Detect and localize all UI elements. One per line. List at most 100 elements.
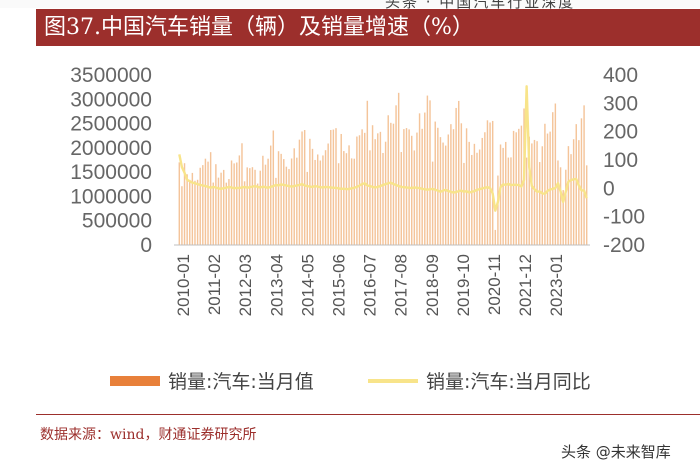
sales-bar <box>275 177 277 245</box>
sales-bar <box>337 163 340 245</box>
sales-bar <box>465 128 468 245</box>
sales-bar <box>541 146 544 245</box>
y-left-tick-label: 500000 <box>82 210 152 233</box>
sales-bar <box>437 127 439 245</box>
sales-bar <box>181 186 183 245</box>
x-tick-label: 2013-04 <box>267 254 286 316</box>
sales-bar <box>572 139 575 245</box>
sales-bar <box>249 168 251 245</box>
sales-bar <box>463 162 465 245</box>
sales-bar <box>183 163 186 245</box>
sales-bar <box>536 141 538 245</box>
sales-bar <box>272 130 275 245</box>
sales-bar <box>460 123 463 245</box>
sales-bar <box>531 143 533 245</box>
sales-bar <box>228 179 230 245</box>
sales-bar <box>259 170 261 245</box>
sales-bar <box>505 141 507 245</box>
sales-bar <box>418 113 421 245</box>
sales-bar <box>400 152 402 245</box>
sales-bar <box>361 129 363 245</box>
x-tick-label: 2018-09 <box>423 254 442 316</box>
y-right-tick-label: 400 <box>603 64 638 87</box>
sales-bar <box>189 179 191 245</box>
sales-bar <box>306 171 308 245</box>
y-left-tick-label: 1500000 <box>70 161 152 184</box>
sales-bar <box>298 139 301 245</box>
y-left-tick-label: 2500000 <box>70 113 152 136</box>
sales-bar <box>186 174 188 245</box>
y-left-tick-label: 2000000 <box>70 137 152 160</box>
sales-bar <box>374 139 376 245</box>
sales-bar <box>578 140 580 245</box>
figure-title: 图37.中国汽车销量（辆）及销量增速（%） <box>44 15 474 40</box>
sales-bar <box>267 158 269 245</box>
sales-bar <box>447 134 450 245</box>
y-left-tick-label: 0 <box>140 234 152 257</box>
sales-bar <box>364 132 366 245</box>
y-right-tick-label: -200 <box>603 234 645 257</box>
sales-bar <box>269 145 272 245</box>
sales-bar <box>283 159 285 245</box>
sales-bar <box>512 130 515 245</box>
sales-bar <box>382 153 384 245</box>
sales-bar <box>515 132 517 245</box>
sales-bar <box>225 182 228 245</box>
sales-bar <box>236 162 238 245</box>
sales-bar <box>478 149 481 245</box>
sales-bar <box>324 150 327 245</box>
data-source: 数据来源：wind，财通证券研究所 <box>40 427 257 443</box>
top-strip: 头条 · 中国汽车行业深度 <box>0 0 700 11</box>
sales-bar <box>507 157 510 245</box>
y-left-tick-label: 3500000 <box>70 64 152 87</box>
sales-bar <box>327 143 329 245</box>
sales-bar <box>395 105 397 245</box>
sales-bar <box>544 123 546 245</box>
watermark: 头条 @未来智库 <box>558 441 674 462</box>
sales-bar <box>411 135 413 245</box>
sales-bar <box>450 124 452 245</box>
x-tick-label: 2023-01 <box>547 254 566 316</box>
sales-bar <box>379 131 382 245</box>
sales-bar <box>518 128 520 245</box>
sales-bar <box>554 103 557 245</box>
sales-bar <box>196 179 199 245</box>
x-tick-label: 2011-02 <box>205 254 224 315</box>
sales-bar <box>212 182 214 245</box>
sales-bar <box>230 160 233 245</box>
y-right-tick-label: 0 <box>603 177 615 200</box>
sales-bar <box>217 177 220 245</box>
sales-bar <box>546 133 549 245</box>
sales-bar <box>233 163 235 245</box>
sales-bar <box>246 167 248 245</box>
sales-bar <box>191 172 194 245</box>
sales-bar <box>366 100 369 245</box>
sales-bar <box>538 162 541 245</box>
sales-bar <box>570 154 572 245</box>
sales-bar <box>251 167 254 245</box>
y-left-tick-label: 3000000 <box>70 88 152 111</box>
sales-bar <box>424 112 426 245</box>
y-right-tick-label: 100 <box>603 149 638 172</box>
sales-bar <box>525 157 528 245</box>
figure-title-bar: 图37.中国汽车销量（辆）及销量增速（%） <box>36 9 700 46</box>
sales-bar <box>277 151 280 245</box>
sales-bar <box>499 144 502 245</box>
y-right-tick-label: -100 <box>603 206 645 229</box>
legend-bar-swatch <box>110 376 160 386</box>
sales-bar <box>413 150 416 245</box>
sales-bar <box>220 172 222 245</box>
source-divider <box>36 414 700 415</box>
sales-bar <box>254 169 256 245</box>
sales-bar <box>202 165 204 245</box>
y-right-tick-label: 300 <box>603 92 638 115</box>
sales-bar <box>309 138 311 245</box>
sales-bar <box>296 157 298 245</box>
sales-bar <box>426 95 429 245</box>
sales-bar <box>301 131 303 245</box>
sales-bar <box>209 152 212 245</box>
x-tick-label: 2021-12 <box>516 254 535 316</box>
sales-bar <box>491 120 494 245</box>
sales-bar <box>452 129 455 245</box>
sales-bar <box>348 145 350 245</box>
